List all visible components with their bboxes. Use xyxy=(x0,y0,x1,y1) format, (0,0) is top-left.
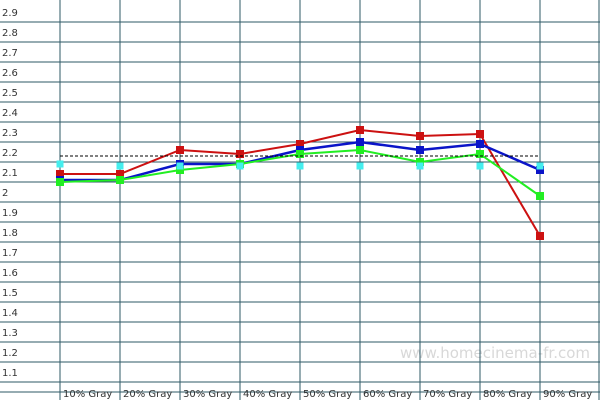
y-tick-label: 2.6 xyxy=(2,68,18,79)
marker xyxy=(416,162,424,170)
marker xyxy=(296,162,304,170)
y-tick-label: 2.2 xyxy=(2,148,18,159)
marker xyxy=(116,170,124,178)
marker xyxy=(176,166,184,174)
marker xyxy=(356,162,364,170)
y-tick-label: 1.9 xyxy=(2,208,18,219)
x-tick-label: 60% Gray xyxy=(363,389,412,400)
y-tick-label: 1.5 xyxy=(2,288,18,299)
marker xyxy=(476,162,484,170)
marker xyxy=(536,192,544,200)
marker xyxy=(116,176,124,184)
y-tick-label: 1.6 xyxy=(2,268,18,279)
marker xyxy=(416,158,424,166)
y-tick-label: 2.7 xyxy=(2,48,18,59)
marker xyxy=(56,170,64,178)
marker xyxy=(536,162,544,170)
y-tick-label: 2.9 xyxy=(2,8,18,19)
x-tick-label: 10% Gray xyxy=(63,389,112,400)
marker xyxy=(356,126,364,134)
y-tick-label: 2.3 xyxy=(2,128,18,139)
marker xyxy=(56,178,64,186)
x-tick-label: 70% Gray xyxy=(423,389,472,400)
x-tick-label: 30% Gray xyxy=(183,389,232,400)
marker xyxy=(536,232,544,240)
marker xyxy=(536,166,544,174)
x-tick-label: 20% Gray xyxy=(123,389,172,400)
marker xyxy=(356,146,364,154)
marker xyxy=(176,162,184,170)
marker xyxy=(476,130,484,138)
y-tick-label: 2.4 xyxy=(2,108,18,119)
marker xyxy=(416,146,424,154)
y-tick-label: 1.4 xyxy=(2,308,18,319)
marker xyxy=(476,140,484,148)
marker xyxy=(356,138,364,146)
marker xyxy=(416,132,424,140)
x-tick-label: 90% Gray xyxy=(543,389,592,400)
y-tick-label: 1.7 xyxy=(2,248,18,259)
watermark: www.homecinema-fr.com xyxy=(400,344,590,362)
marker xyxy=(476,150,484,158)
marker xyxy=(236,162,244,170)
marker xyxy=(296,140,304,148)
marker xyxy=(116,162,124,170)
y-tick-label: 1.2 xyxy=(2,348,18,359)
y-tick-label: 1.3 xyxy=(2,328,18,339)
x-tick-label: 40% Gray xyxy=(243,389,292,400)
y-tick-label: 2.8 xyxy=(2,28,18,39)
marker xyxy=(236,150,244,158)
marker xyxy=(296,150,304,158)
y-tick-label: 2.5 xyxy=(2,88,18,99)
x-tick-label: 50% Gray xyxy=(303,389,352,400)
y-tick-label: 1.1 xyxy=(2,368,18,379)
y-tick-label: 1.8 xyxy=(2,228,18,239)
marker xyxy=(56,160,64,168)
x-tick-label: 80% Gray xyxy=(483,389,532,400)
y-tick-label: 2 xyxy=(2,188,8,199)
marker xyxy=(176,146,184,154)
y-tick-label: 2.1 xyxy=(2,168,18,179)
